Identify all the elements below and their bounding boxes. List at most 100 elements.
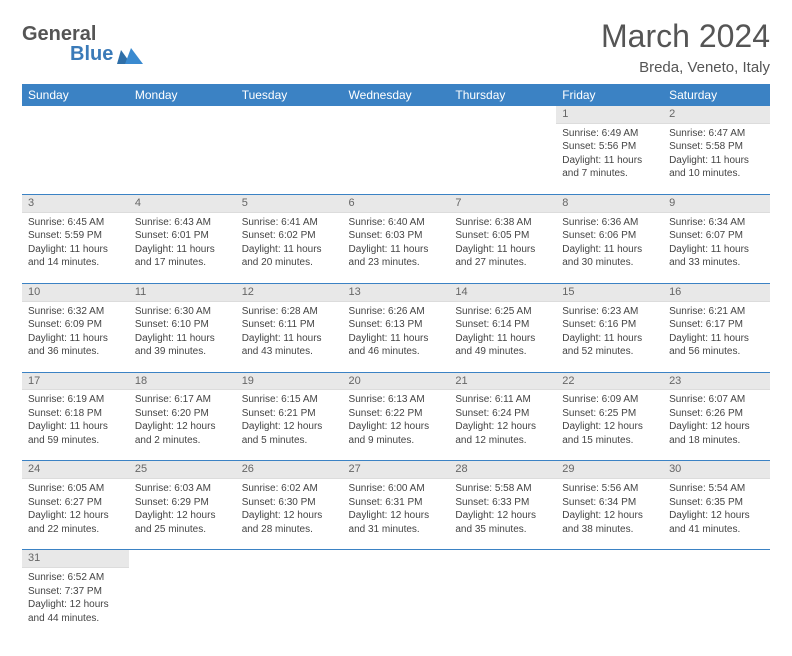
calendar-week-row: 3Sunrise: 6:45 AMSunset: 5:59 PMDaylight… — [22, 194, 770, 283]
daylight-text: Daylight: 11 hours and 27 minutes. — [455, 243, 550, 270]
sunset-text: Sunset: 6:27 PM — [28, 496, 123, 510]
location-text: Breda, Veneto, Italy — [601, 59, 770, 76]
day-number: 22 — [556, 373, 663, 391]
sunrise-text: Sunrise: 6:09 AM — [562, 393, 657, 407]
sunrise-text: Sunrise: 6:23 AM — [562, 305, 657, 319]
daylight-text: Daylight: 11 hours and 14 minutes. — [28, 243, 123, 270]
calendar-cell: 12Sunrise: 6:28 AMSunset: 6:11 PMDayligh… — [236, 283, 343, 372]
day-number: 10 — [22, 284, 129, 302]
sunrise-text: Sunrise: 6:43 AM — [135, 216, 230, 230]
daylight-text: Daylight: 11 hours and 39 minutes. — [135, 332, 230, 359]
sunset-text: Sunset: 6:26 PM — [669, 407, 764, 421]
day-number: 2 — [663, 106, 770, 124]
sunset-text: Sunset: 6:05 PM — [455, 229, 550, 243]
logo-text-general: General — [22, 24, 143, 44]
calendar-cell — [129, 550, 236, 638]
sunset-text: Sunset: 6:11 PM — [242, 318, 337, 332]
calendar-cell: 31Sunrise: 6:52 AMSunset: 7:37 PMDayligh… — [22, 550, 129, 638]
daylight-text: Daylight: 12 hours and 35 minutes. — [455, 509, 550, 536]
sunrise-text: Sunrise: 6:34 AM — [669, 216, 764, 230]
calendar-cell: 16Sunrise: 6:21 AMSunset: 6:17 PMDayligh… — [663, 283, 770, 372]
daylight-text: Daylight: 12 hours and 12 minutes. — [455, 420, 550, 447]
day-number: 11 — [129, 284, 236, 302]
sunrise-text: Sunrise: 6:11 AM — [455, 393, 550, 407]
calendar-cell: 18Sunrise: 6:17 AMSunset: 6:20 PMDayligh… — [129, 372, 236, 461]
daylight-text: Daylight: 11 hours and 52 minutes. — [562, 332, 657, 359]
sunset-text: Sunset: 6:35 PM — [669, 496, 764, 510]
weekday-header-row: Sunday Monday Tuesday Wednesday Thursday… — [22, 84, 770, 106]
calendar-cell: 4Sunrise: 6:43 AMSunset: 6:01 PMDaylight… — [129, 194, 236, 283]
sunrise-text: Sunrise: 6:21 AM — [669, 305, 764, 319]
day-number: 13 — [343, 284, 450, 302]
sunrise-text: Sunrise: 6:19 AM — [28, 393, 123, 407]
sunset-text: Sunset: 6:30 PM — [242, 496, 337, 510]
calendar-cell: 23Sunrise: 6:07 AMSunset: 6:26 PMDayligh… — [663, 372, 770, 461]
weekday-header: Friday — [556, 84, 663, 106]
sunrise-text: Sunrise: 5:54 AM — [669, 482, 764, 496]
daylight-text: Daylight: 12 hours and 25 minutes. — [135, 509, 230, 536]
calendar-cell: 10Sunrise: 6:32 AMSunset: 6:09 PMDayligh… — [22, 283, 129, 372]
day-number: 20 — [343, 373, 450, 391]
daylight-text: Daylight: 11 hours and 46 minutes. — [349, 332, 444, 359]
calendar-cell: 30 Sunrise: 5:54 AMSunset: 6:35 PMDayligh… — [663, 461, 770, 550]
daylight-text: Daylight: 12 hours and 41 minutes. — [669, 509, 764, 536]
sunset-text: Sunset: 5:59 PM — [28, 229, 123, 243]
sunrise-text: Sunrise: 6:25 AM — [455, 305, 550, 319]
calendar-cell: 17Sunrise: 6:19 AMSunset: 6:18 PMDayligh… — [22, 372, 129, 461]
daylight-text: Daylight: 11 hours and 36 minutes. — [28, 332, 123, 359]
calendar-cell — [236, 106, 343, 194]
calendar-week-row: 17Sunrise: 6:19 AMSunset: 6:18 PMDayligh… — [22, 372, 770, 461]
weekday-header: Thursday — [449, 84, 556, 106]
daylight-text: Daylight: 12 hours and 38 minutes. — [562, 509, 657, 536]
day-number: 31 — [22, 550, 129, 568]
sunset-text: Sunset: 6:02 PM — [242, 229, 337, 243]
sunrise-text: Sunrise: 6:26 AM — [349, 305, 444, 319]
calendar-cell: 8Sunrise: 6:36 AMSunset: 6:06 PMDaylight… — [556, 194, 663, 283]
day-number: 24 — [22, 461, 129, 479]
calendar-cell: 3Sunrise: 6:45 AMSunset: 5:59 PMDaylight… — [22, 194, 129, 283]
calendar-cell: 26 Sunrise: 6:02 AMSunset: 6:30 PMDayligh… — [236, 461, 343, 550]
calendar-table: Sunday Monday Tuesday Wednesday Thursday… — [22, 84, 770, 638]
daylight-text: Daylight: 12 hours and 28 minutes. — [242, 509, 337, 536]
page-title: March 2024 — [601, 18, 770, 55]
calendar-cell — [663, 550, 770, 638]
daylight-text: Daylight: 11 hours and 23 minutes. — [349, 243, 444, 270]
sunrise-text: Sunrise: 6:17 AM — [135, 393, 230, 407]
sunrise-text: Sunrise: 6:02 AM — [242, 482, 337, 496]
weekday-header: Sunday — [22, 84, 129, 106]
calendar-cell: 24Sunrise: 6:05 AMSunset: 6:27 PMDayligh… — [22, 461, 129, 550]
calendar-cell — [236, 550, 343, 638]
calendar-cell: 28Sunrise: 5:58 AMSunset: 6:33 PMDayligh… — [449, 461, 556, 550]
daylight-text: Daylight: 11 hours and 7 minutes. — [562, 154, 657, 181]
day-number: 27 — [343, 461, 450, 479]
daylight-text: Daylight: 12 hours and 18 minutes. — [669, 420, 764, 447]
sunset-text: Sunset: 5:58 PM — [669, 140, 764, 154]
sunset-text: Sunset: 6:14 PM — [455, 318, 550, 332]
daylight-text: Daylight: 12 hours and 15 minutes. — [562, 420, 657, 447]
sunrise-text: Sunrise: 5:56 AM — [562, 482, 657, 496]
sunset-text: Sunset: 6:13 PM — [349, 318, 444, 332]
sunset-text: Sunset: 6:03 PM — [349, 229, 444, 243]
sunrise-text: Sunrise: 6:52 AM — [28, 571, 123, 585]
day-number: 30 — [663, 461, 770, 479]
flag-icon — [117, 48, 143, 64]
calendar-cell: 27Sunrise: 6:00 AMSunset: 6:31 PMDayligh… — [343, 461, 450, 550]
day-number: 28 — [449, 461, 556, 479]
daylight-text: Daylight: 11 hours and 43 minutes. — [242, 332, 337, 359]
calendar-cell — [449, 550, 556, 638]
day-number: 26 — [236, 461, 343, 479]
sunset-text: Sunset: 6:31 PM — [349, 496, 444, 510]
calendar-week-row: 1Sunrise: 6:49 AMSunset: 5:56 PMDaylight… — [22, 106, 770, 194]
day-number: 29 — [556, 461, 663, 479]
day-number: 1 — [556, 106, 663, 124]
day-number: 14 — [449, 284, 556, 302]
sunset-text: Sunset: 6:34 PM — [562, 496, 657, 510]
calendar-cell: 2Sunrise: 6:47 AMSunset: 5:58 PMDaylight… — [663, 106, 770, 194]
daylight-text: Daylight: 11 hours and 10 minutes. — [669, 154, 764, 181]
sunrise-text: Sunrise: 6:13 AM — [349, 393, 444, 407]
calendar-week-row: 31Sunrise: 6:52 AMSunset: 7:37 PMDayligh… — [22, 550, 770, 638]
logo: General Blue — [22, 18, 143, 64]
day-number: 25 — [129, 461, 236, 479]
sunrise-text: Sunrise: 6:03 AM — [135, 482, 230, 496]
calendar-cell: 9Sunrise: 6:34 AMSunset: 6:07 PMDaylight… — [663, 194, 770, 283]
